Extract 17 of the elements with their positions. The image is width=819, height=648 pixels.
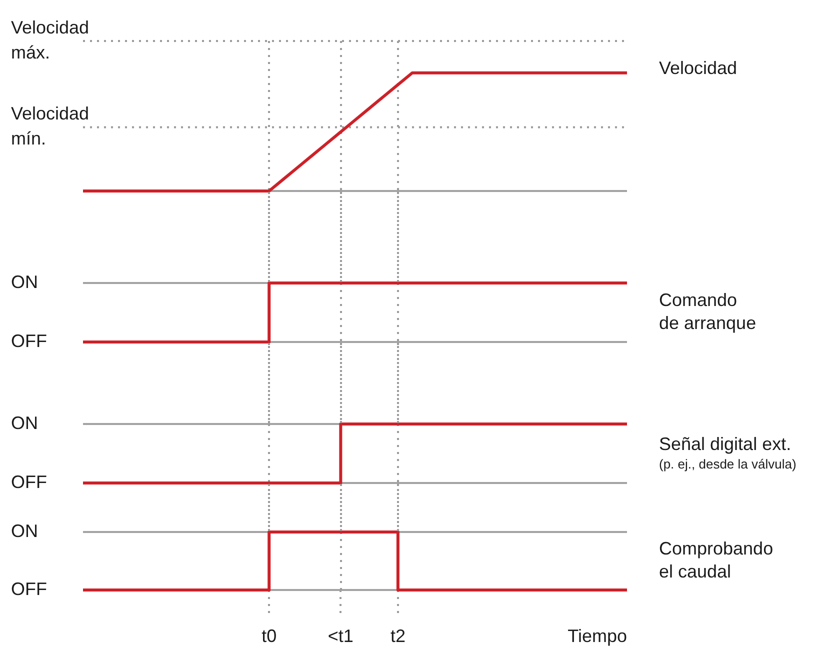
ref-line-label: ON	[11, 272, 38, 292]
ref-line-label: Velocidad mín.	[11, 104, 90, 149]
ref-line-label: Velocidad máx.	[11, 17, 90, 62]
x-tick-label: t2	[390, 626, 406, 646]
text: OFF	[11, 472, 47, 492]
series-label: Velocidad	[659, 58, 738, 78]
x-axis-title: Tiempo	[568, 626, 627, 646]
text: OFF	[11, 578, 47, 599]
series-label: Comprobando el caudal	[659, 538, 774, 582]
text: OFF	[11, 330, 47, 351]
ref-line-label: ON	[11, 520, 38, 541]
series-label: Comando de arranque	[659, 290, 756, 333]
ref-line-label: ON	[11, 412, 38, 433]
x-tick-label: t0	[262, 626, 277, 646]
text: (p. ej., desde la válvula)	[659, 456, 796, 472]
x-tick-label: <t1	[328, 626, 354, 646]
series-label: Señal digital ext.	[659, 434, 792, 454]
